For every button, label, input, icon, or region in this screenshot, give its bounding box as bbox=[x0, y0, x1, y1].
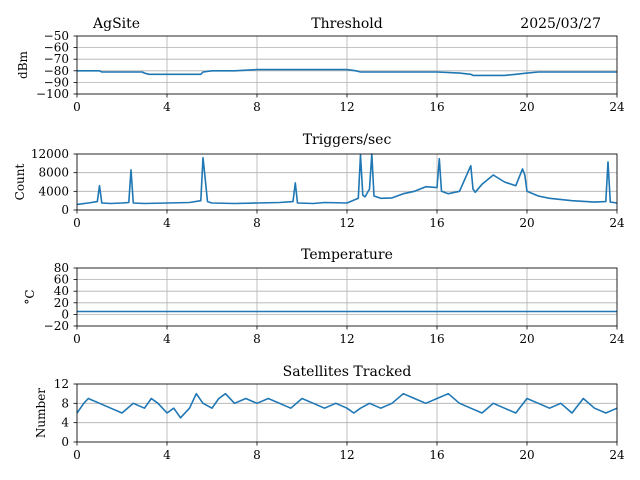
chart-panels: 0 4 8 12 16 20 24 −100−90−80−70−60−50 Threshold d… bbox=[13, 16, 625, 462]
satellites-tracked-chart: 0 4 8 12 16 20 24 0 4 8 12 Satellites Tracked Number bbox=[34, 364, 625, 462]
temperature-ytick-label-4: 60 bbox=[54, 273, 69, 287]
triggers-sec-ytick-label-1: 4000 bbox=[38, 184, 69, 198]
satellites-tracked-ytick-label-1: 4 bbox=[61, 416, 69, 430]
satellites-tracked-xtick-label-5: 20 bbox=[519, 448, 534, 462]
temperature-ylabel: °C bbox=[23, 289, 37, 304]
threshold-ytick-label-2: −80 bbox=[44, 64, 69, 78]
threshold-xtick-label-4: 16 bbox=[429, 100, 444, 114]
satellites-tracked-ylabel: Number bbox=[34, 388, 48, 438]
triggers-sec-xtick-label-1: 4 bbox=[163, 216, 171, 230]
temperature-ytick-label-3: 40 bbox=[54, 284, 69, 298]
temperature-xtick-label-2: 8 bbox=[253, 332, 261, 346]
threshold-xtick-label-2: 8 bbox=[253, 100, 261, 114]
triggers-sec-series-line bbox=[76, 153, 618, 206]
temperature-xtick-label-4: 16 bbox=[429, 332, 444, 346]
threshold-ylabel: dBm bbox=[16, 50, 30, 79]
satellites-tracked-xtick-label-2: 8 bbox=[253, 448, 261, 462]
triggers-sec-xtick-label-5: 20 bbox=[519, 216, 534, 230]
threshold-xtick-label-5: 20 bbox=[519, 100, 534, 114]
threshold-ytick-label-4: −60 bbox=[44, 41, 69, 55]
satellites-tracked-ytick-label-3: 12 bbox=[54, 377, 69, 391]
satellites-tracked-ytick-label-2: 8 bbox=[61, 396, 69, 410]
temperature-ytick-label-5: 80 bbox=[54, 261, 69, 275]
triggers-sec-chart: 0 4 8 12 16 20 24 0 4000 8000 12000 Triggers/sec Cou… bbox=[13, 132, 625, 230]
triggers-sec-ytick-label-2: 8000 bbox=[38, 166, 69, 180]
threshold-ytick-label-0: −100 bbox=[36, 87, 69, 101]
threshold-title: Threshold bbox=[311, 16, 382, 32]
temperature-ytick-label-0: −20 bbox=[44, 319, 69, 333]
satellites-tracked-xtick-label-6: 24 bbox=[609, 448, 625, 462]
threshold-series-line bbox=[77, 68, 617, 77]
satellites-tracked-xtick-label-0: 0 bbox=[73, 448, 81, 462]
triggers-sec-xtick-label-6: 24 bbox=[609, 216, 625, 230]
temperature-title: Temperature bbox=[301, 247, 393, 263]
temperature-xtick-label-1: 4 bbox=[163, 332, 171, 346]
satellites-tracked-series-line bbox=[76, 392, 618, 419]
triggers-sec-ytick-label-0: 0 bbox=[61, 203, 69, 217]
triggers-sec-xtick-label-3: 12 bbox=[339, 216, 354, 230]
threshold-xtick-label-6: 24 bbox=[609, 100, 625, 114]
satellites-tracked-xtick-label-3: 12 bbox=[339, 448, 354, 462]
date-label: 2025/03/27 bbox=[520, 16, 601, 32]
triggers-sec-title: Triggers/sec bbox=[303, 132, 392, 148]
temperature-xtick-label-3: 12 bbox=[339, 332, 354, 346]
satellites-tracked-xtick-label-4: 16 bbox=[429, 448, 444, 462]
threshold-xtick-label-0: 0 bbox=[73, 100, 81, 114]
satellites-tracked-xtick-label-1: 4 bbox=[163, 448, 171, 462]
threshold-xtick-label-3: 12 bbox=[339, 100, 354, 114]
triggers-sec-ylabel: Count bbox=[13, 163, 27, 200]
satellites-tracked-title: Satellites Tracked bbox=[283, 364, 412, 380]
threshold-chart: 0 4 8 12 16 20 24 −100−90−80−70−60−50 Threshold d… bbox=[16, 16, 625, 114]
threshold-xtick-label-1: 4 bbox=[163, 100, 171, 114]
triggers-sec-ytick-label-3: 12000 bbox=[31, 147, 69, 161]
temperature-xtick-label-5: 20 bbox=[519, 332, 534, 346]
temperature-ytick-label-2: 20 bbox=[54, 296, 69, 310]
temperature-xtick-label-6: 24 bbox=[609, 332, 625, 346]
satellites-tracked-ytick-label-0: 0 bbox=[61, 435, 69, 449]
triggers-sec-xtick-label-2: 8 bbox=[253, 216, 261, 230]
triggers-sec-xtick-label-4: 16 bbox=[429, 216, 444, 230]
triggers-sec-xtick-label-0: 0 bbox=[73, 216, 81, 230]
threshold-ytick-label-3: −70 bbox=[44, 52, 69, 66]
threshold-ytick-label-5: −50 bbox=[44, 29, 69, 43]
temperature-ytick-label-1: 0 bbox=[61, 307, 69, 321]
temperature-xtick-label-0: 0 bbox=[73, 332, 81, 346]
threshold-ytick-label-1: −90 bbox=[44, 75, 69, 89]
site-label: AgSite bbox=[92, 16, 140, 32]
